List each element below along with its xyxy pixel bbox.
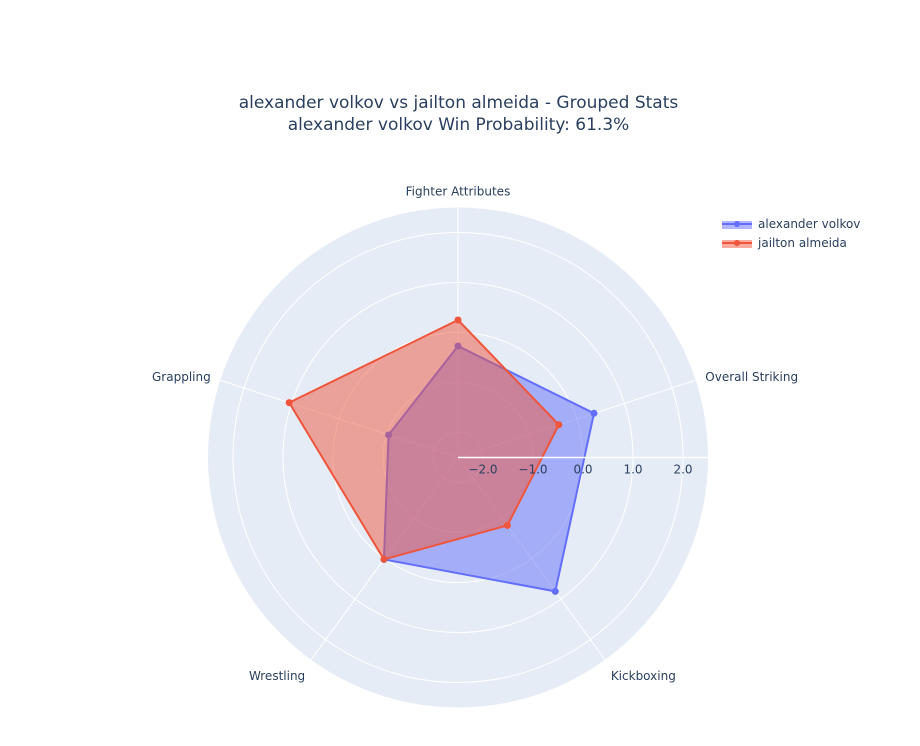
legend-label: alexander volkov — [758, 216, 861, 231]
data-point[interactable] — [551, 587, 559, 595]
angular-axis-label: Wrestling — [249, 669, 305, 683]
angular-axis-label: Overall Striking — [705, 370, 798, 384]
radial-tick-label: 1.0 — [623, 463, 642, 477]
angular-axis-labels: Fighter Attributes Overall Striking Kickbo… — [152, 185, 798, 683]
radial-axis: −2.0 −1.0 0.0 1.0 2.0 — [458, 456, 708, 477]
legend-item-alexander-volkov[interactable]: alexander volkov — [722, 214, 860, 233]
series-jailton-almeida — [285, 316, 563, 563]
data-point[interactable] — [503, 521, 511, 529]
radial-tick-label: −1.0 — [518, 463, 547, 477]
data-point[interactable] — [590, 409, 598, 417]
series-area — [288, 319, 560, 561]
data-point[interactable] — [555, 421, 563, 429]
radial-tick-label: 2.0 — [673, 463, 692, 477]
series-layer — [285, 316, 598, 595]
angular-axis-label: Kickboxing — [611, 669, 676, 683]
data-point[interactable] — [454, 316, 462, 324]
legend-swatch-icon — [722, 236, 752, 250]
angular-axis-label: Fighter Attributes — [406, 185, 511, 199]
legend: alexander volkov jailton almeida — [722, 214, 860, 252]
legend-label: jailton almeida — [758, 235, 847, 250]
data-point[interactable] — [380, 555, 388, 563]
data-point[interactable] — [285, 399, 293, 407]
chart-title-line2: alexander volkov Win Probability: 61.3% — [287, 115, 630, 135]
chart-title: alexander volkov vs jailton almeida - Gr… — [0, 92, 917, 136]
legend-swatch-icon — [722, 217, 752, 231]
radial-tick-label: −2.0 — [468, 463, 497, 477]
chart-title-line1: alexander volkov vs jailton almeida - Gr… — [238, 93, 679, 113]
radial-tick-label: 0.0 — [573, 463, 592, 477]
legend-item-jailton-almeida[interactable]: jailton almeida — [722, 233, 860, 252]
angular-axis-label: Grappling — [152, 370, 211, 384]
